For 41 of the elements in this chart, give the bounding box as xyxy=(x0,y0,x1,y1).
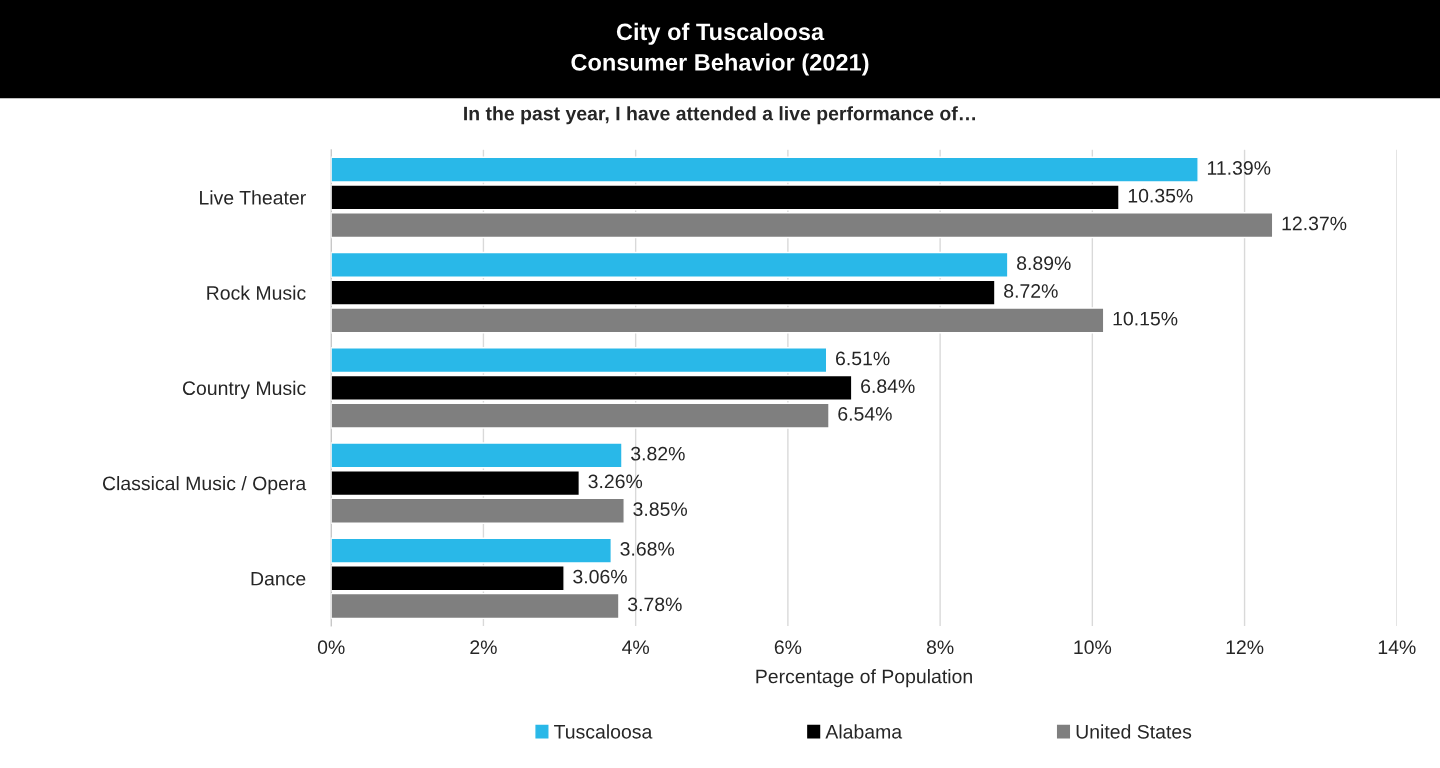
chart-subtitle: In the past year, I have attended a live performance of… xyxy=(464,106,975,125)
bar xyxy=(331,469,581,497)
data-label: 12.37% xyxy=(1282,216,1347,231)
data-label: 8.72% xyxy=(1004,284,1058,298)
x-tick-label: 8% xyxy=(926,640,954,655)
x-axis-title: Percentage of Population xyxy=(756,669,972,688)
y-tick-label: Live Theater xyxy=(200,190,306,205)
legend-label: United States xyxy=(1076,724,1192,739)
data-label: 6.84% xyxy=(861,379,915,394)
data-label: 11.39% xyxy=(1207,161,1271,175)
bar xyxy=(331,497,625,524)
x-tick-label: 4% xyxy=(622,640,650,655)
y-tick-label: Rock Music xyxy=(207,285,306,300)
legend-label: Tuscaloosa xyxy=(554,724,653,739)
x-tick-label: 10% xyxy=(1074,640,1112,655)
y-tick-label: Country Music xyxy=(182,380,306,399)
data-label: 10.15% xyxy=(1113,311,1178,326)
x-tick-label: 14% xyxy=(1378,640,1416,655)
y-tick-label: Dance xyxy=(251,571,306,586)
data-label: 3.78% xyxy=(627,597,682,612)
data-label: 3.68% xyxy=(620,542,675,556)
data-label: 10.35% xyxy=(1128,188,1193,203)
data-label: 3.26% xyxy=(588,474,643,489)
bar xyxy=(331,212,1274,239)
y-tick-label: Classical Music / Opera xyxy=(102,476,307,495)
data-label: 3.06% xyxy=(573,569,627,584)
data-label: 3.82% xyxy=(631,446,685,461)
bar xyxy=(331,347,828,374)
legend-label: Alabama xyxy=(825,724,903,739)
x-tick-label: 12% xyxy=(1226,640,1264,655)
bar xyxy=(331,442,623,469)
bar xyxy=(331,592,620,620)
chart-title: City of Tuscaloosa Consumer Behavior (2021) xyxy=(571,22,869,76)
data-label: 8.89% xyxy=(1017,256,1071,271)
x-tick-label: 6% xyxy=(774,640,802,655)
data-label: 3.85% xyxy=(633,502,688,517)
bar xyxy=(331,251,1009,278)
data-label: 6.54% xyxy=(838,407,892,421)
x-tick-label: 2% xyxy=(470,640,497,655)
x-tick-label: 0% xyxy=(317,640,345,655)
data-label: 6.51% xyxy=(836,351,890,366)
